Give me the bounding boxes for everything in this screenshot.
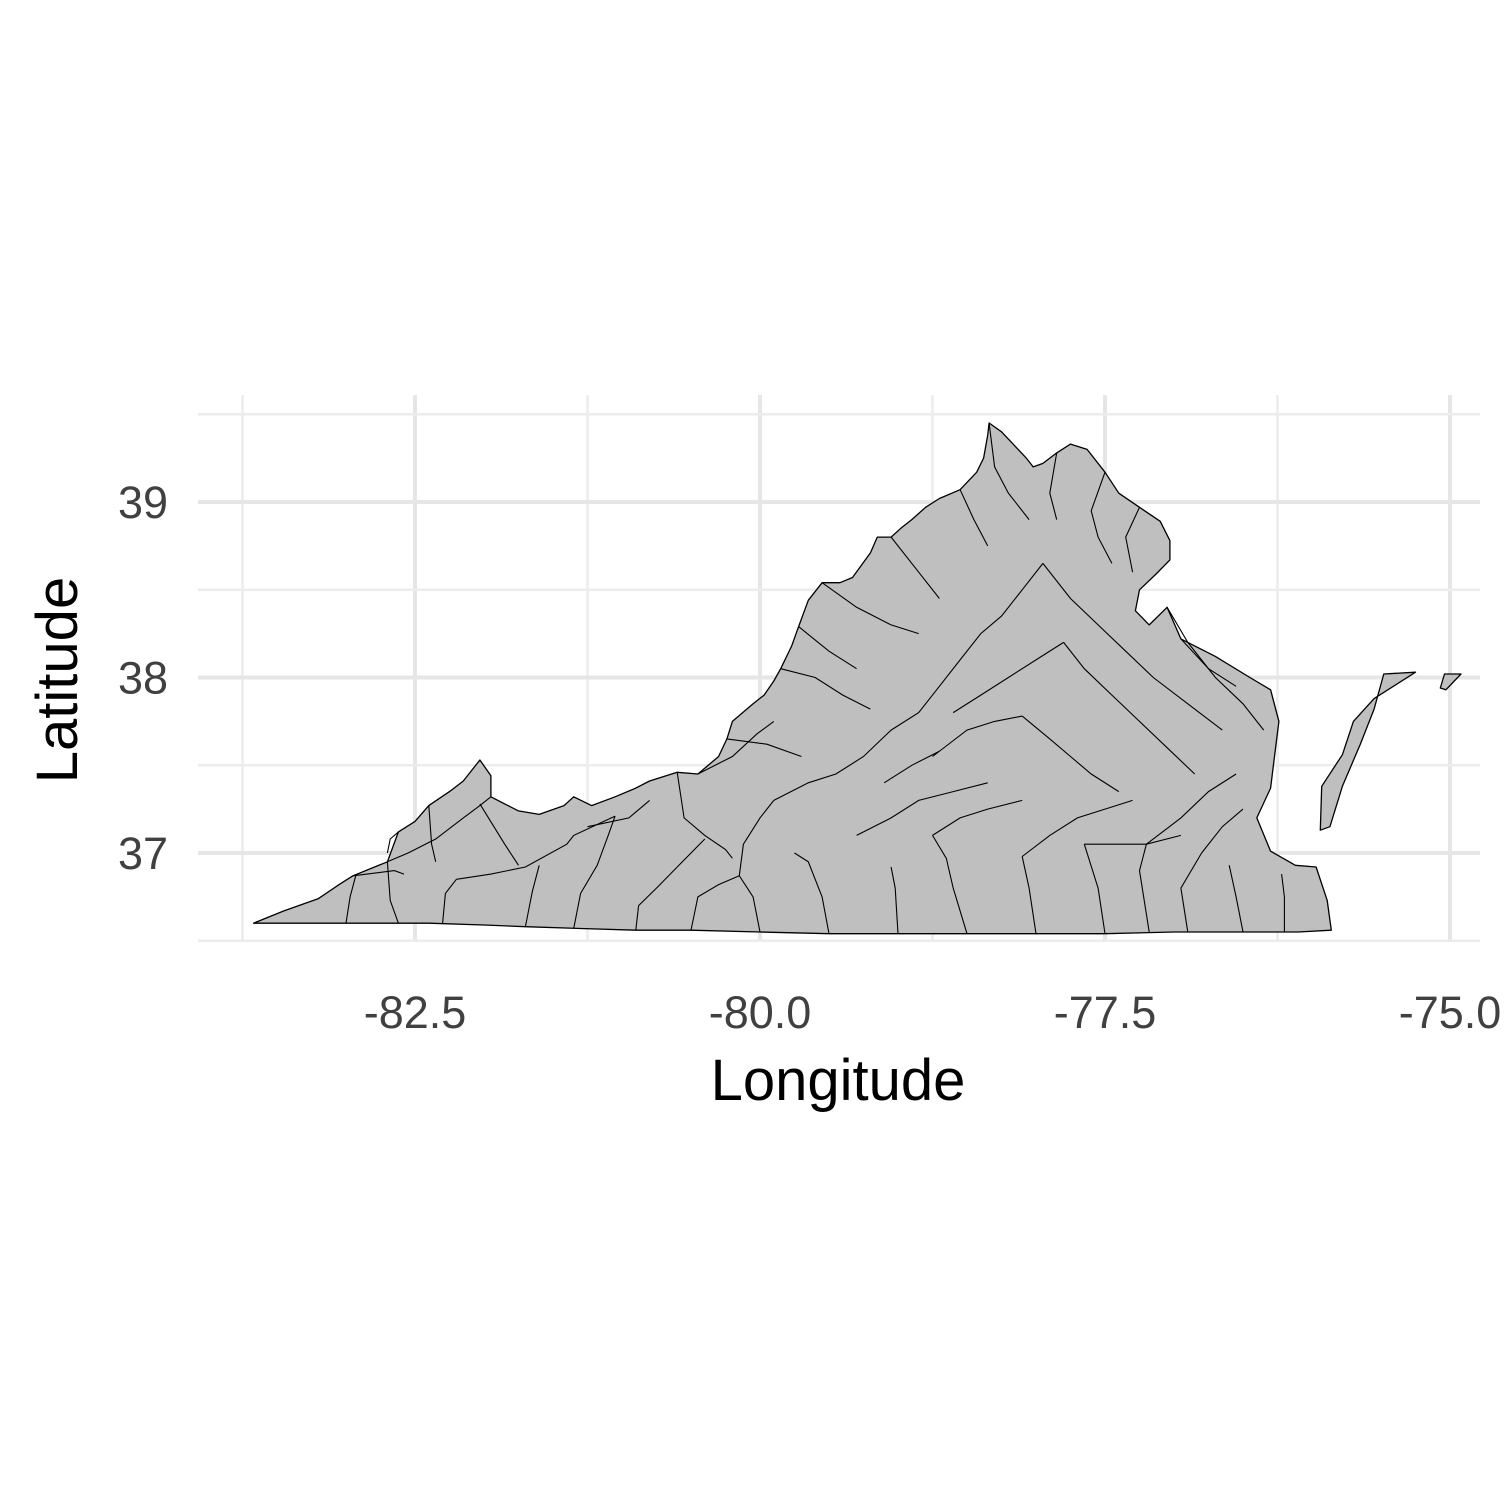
county-border [587,799,650,828]
county-border [676,772,733,859]
county-border [773,563,1044,801]
county-border [1166,607,1265,731]
county-border [1125,507,1140,573]
county-border [1090,472,1113,564]
y-axis-ticks: 37 38 39 [118,477,168,879]
county-border [1063,642,1196,775]
y-axis-title: Latitude [25,577,90,783]
county-border [1138,844,1150,933]
county-border [345,875,357,924]
county-border [780,668,871,710]
county-border [798,626,857,670]
x-tick-label: -75.0 [1399,987,1502,1038]
county-border [1021,799,1133,857]
x-tick-label: -77.5 [1054,987,1157,1038]
county-border [387,796,492,863]
y-tick-label: 37 [118,828,168,879]
county-border [726,738,802,758]
county-border [1021,856,1037,934]
county-border [1049,452,1058,520]
county-border [479,803,519,866]
county-border [456,815,616,880]
eastern-shore [1319,671,1417,831]
county-border [690,875,740,931]
x-tick-label: -80.0 [709,987,812,1038]
county-border [386,831,399,854]
county-border [1228,865,1244,933]
county-border [932,835,968,934]
county-border [1180,638,1237,687]
county-border [1021,715,1120,793]
county-border [524,865,540,927]
county-border [883,750,940,784]
county-borders [345,422,1285,934]
county-border [1180,852,1203,933]
county-border [428,805,437,862]
county-border [573,815,616,929]
county-border [856,782,988,836]
county-border [952,641,1064,714]
county-border [932,715,1023,757]
county-border [794,852,830,934]
county-border [1042,563,1223,731]
x-axis-ticks: -82.5 -80.0 -77.5 -75.0 [364,987,1502,1038]
county-border [890,536,940,599]
eastern-shore-tip [1439,673,1462,691]
county-border [1281,874,1285,932]
county-border [932,799,1023,836]
county-border [1083,844,1106,934]
y-tick-label: 38 [118,653,168,704]
county-border [821,582,919,635]
y-tick-label: 39 [118,477,168,528]
county-border [959,489,989,547]
county-border [386,861,399,924]
county-border [1146,773,1237,845]
x-axis-title: Longitude [711,1048,966,1113]
county-border [697,720,775,775]
county-border [352,870,405,877]
county-border [1084,834,1182,845]
county-border [676,838,706,868]
county-border [635,866,678,931]
county-border [1201,808,1244,854]
county-border [890,866,899,934]
county-border [738,800,775,933]
county-border [442,878,457,924]
county-border [988,422,1030,520]
x-tick-label: -82.5 [364,987,467,1038]
